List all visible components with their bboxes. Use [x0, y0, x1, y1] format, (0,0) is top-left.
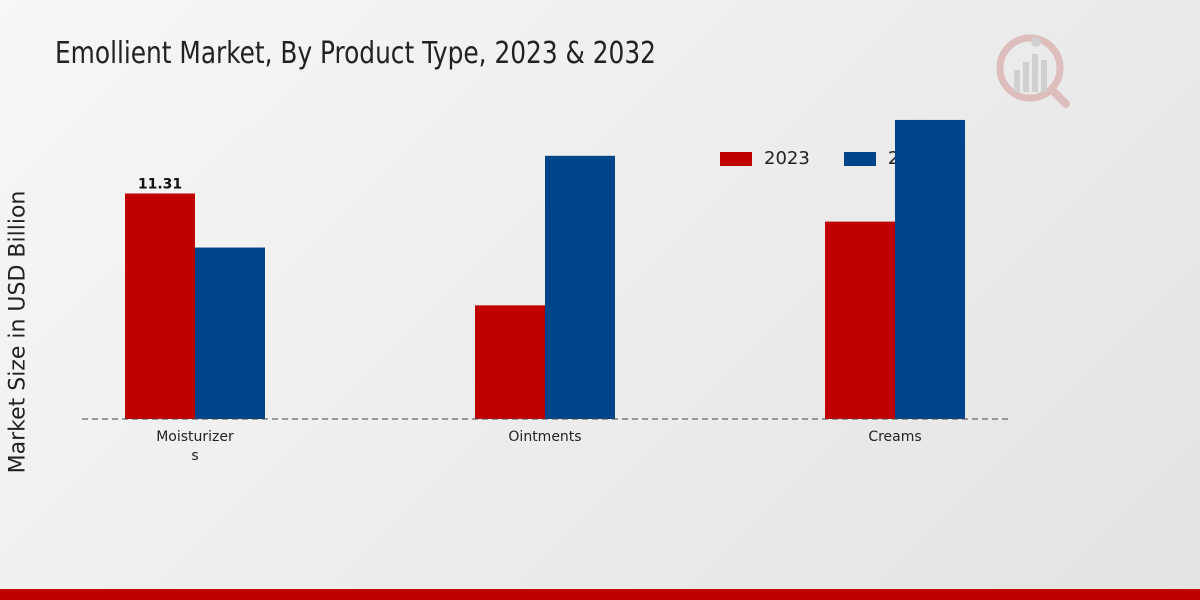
bar-2032-creams [895, 119, 965, 419]
bar-2023-moisturizers [125, 193, 195, 419]
bar-2023-ointments [475, 305, 545, 419]
legend-swatch-2032 [843, 151, 876, 166]
x-tick-label-ointments: Ointments [508, 429, 581, 445]
footer-bar [0, 589, 1200, 600]
chart-title: Emollient Market, By Product Type, 2023 … [55, 36, 656, 71]
bar-2023-creams [825, 221, 895, 419]
x-tick-label-creams: Creams [868, 429, 921, 445]
bar-2032-ointments [545, 155, 615, 419]
brand-logo-icon [996, 34, 1070, 108]
data-label-2023-moisturizers: 11.31 [138, 177, 182, 193]
legend-item-2023: 2023 [720, 148, 810, 169]
bar-2032-moisturizers [195, 247, 265, 419]
legend-label-2023: 2023 [764, 148, 810, 169]
x-tick-label-moisturizers: Moisturizer s [156, 429, 234, 464]
legend-swatch-2023 [720, 151, 752, 166]
